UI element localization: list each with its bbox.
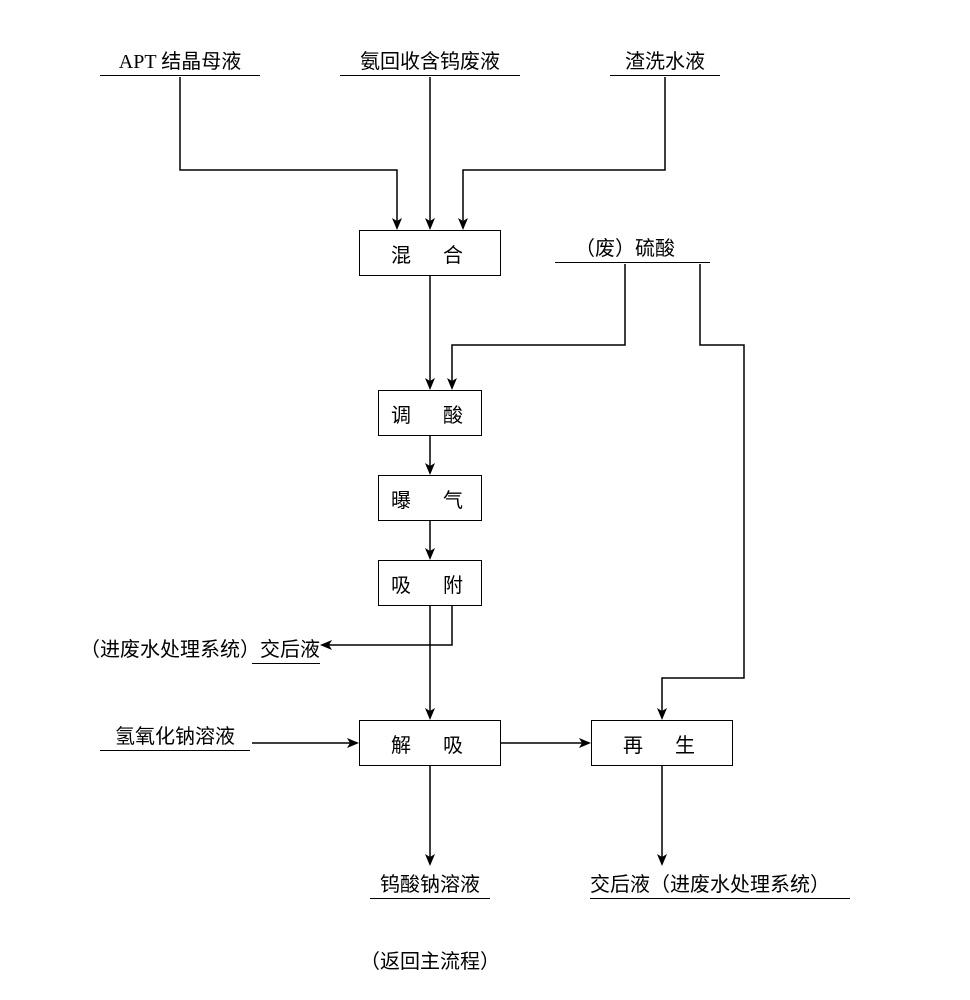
box-regeneration: 再 生: [591, 720, 733, 766]
label-out1-sub: （返回主流程）: [345, 945, 515, 974]
ul-input2: [340, 75, 520, 76]
label-input5: 氢氧化钠溶液: [100, 720, 250, 749]
ul-out2: [590, 898, 850, 899]
ul-input3: [610, 75, 720, 76]
ul-out1: [370, 898, 490, 899]
box-aeration: 曝 气: [378, 475, 482, 521]
ul-input1: [100, 75, 260, 76]
box-acid: 调 酸: [378, 390, 482, 436]
ul-input4: [555, 262, 710, 263]
label-out2: 交后液（进废水处理系统）: [590, 868, 850, 897]
label-exch-left: （进废水处理系统）交后液: [50, 633, 320, 662]
box-adsorption: 吸 附: [378, 560, 482, 606]
box-desorption: 解 吸: [359, 720, 501, 766]
box-mix: 混 合: [359, 230, 501, 276]
flow-lines: [0, 0, 970, 1000]
label-input3: 渣洗水液: [610, 45, 720, 74]
ul-exch-left: [252, 663, 320, 664]
label-input4: （废）硫酸: [555, 232, 695, 261]
ul-input5: [100, 750, 250, 751]
label-out1: 钨酸钠溶液: [370, 868, 490, 897]
label-input2: 氨回收含钨废液: [340, 45, 520, 74]
label-input1: APT 结晶母液: [100, 45, 260, 74]
